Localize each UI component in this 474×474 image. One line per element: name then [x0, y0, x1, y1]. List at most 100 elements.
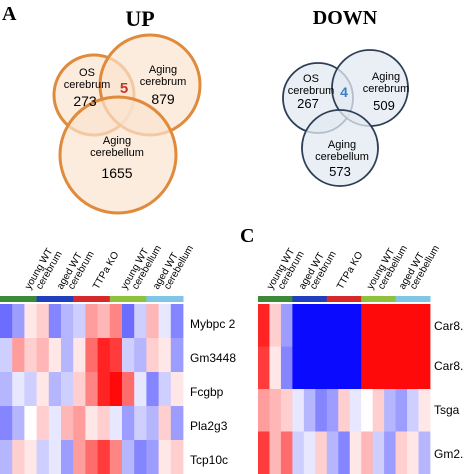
hb-cell	[122, 338, 135, 373]
hc-cell	[418, 431, 431, 474]
hc-row-label-2: Car8.	[434, 359, 463, 373]
hc-row-label-4: Gm2.	[434, 447, 463, 461]
hc-cell	[292, 431, 305, 474]
hc-cell	[418, 389, 431, 432]
hc-cell	[326, 346, 339, 390]
hb-cell	[134, 304, 147, 339]
hc-cell	[349, 304, 362, 347]
hc-group-bar-segment	[395, 296, 431, 302]
hb-group-bar-segment	[73, 296, 111, 302]
hc-cell	[372, 304, 385, 347]
heatmap-c-group-bar	[258, 296, 431, 302]
up-os-label-1: OS	[79, 67, 95, 79]
hc-cell	[303, 431, 316, 474]
hc-cell	[384, 346, 396, 390]
hc-cell	[407, 346, 419, 390]
hc-cell	[407, 431, 419, 474]
hb-cell	[134, 406, 147, 441]
hc-cell	[315, 389, 328, 432]
hc-group-bar-segment	[258, 296, 293, 302]
hb-cell	[36, 338, 50, 373]
hb-cell	[85, 440, 98, 474]
hc-cell	[372, 346, 385, 390]
hb-row-label-3: Fcgbp	[190, 385, 224, 399]
hc-cell	[395, 346, 408, 390]
hb-cell	[146, 304, 159, 339]
hb-cell	[122, 372, 135, 407]
up-aging-cerebellum-count: 1655	[101, 165, 132, 181]
hc-cell	[349, 389, 362, 432]
up-aging-cerebrum-count: 879	[151, 91, 175, 107]
hc-row-label-1: Car8.	[434, 319, 463, 333]
down-aging-cerebrum-label-1: Aging	[372, 71, 400, 83]
hb-row-label-2: Gm3448	[190, 351, 236, 365]
hc-cell	[258, 389, 270, 432]
hb-cell	[24, 372, 37, 407]
hb-cell	[24, 440, 37, 474]
hc-cell	[338, 431, 351, 474]
hc-cell	[384, 389, 396, 432]
hb-cell	[48, 372, 62, 407]
up-title: UP	[125, 6, 154, 31]
hb-cell	[61, 440, 74, 474]
hb-cell	[146, 440, 159, 474]
hc-col-label-3: TTPa KO	[335, 250, 365, 292]
hb-cell	[73, 304, 86, 339]
hb-cell	[48, 304, 62, 339]
down-aging-cerebrum-count: 509	[373, 98, 395, 113]
hb-cell	[146, 372, 159, 407]
hc-cell	[407, 389, 419, 432]
hc-cell	[361, 346, 374, 390]
hc-cell	[315, 431, 328, 474]
up-venn: OS cerebrum 273 5 Aging cerebrum 879 Agi…	[52, 33, 202, 215]
hb-cell	[12, 304, 25, 339]
hb-cell	[73, 406, 86, 441]
hc-group-bar-segment	[326, 296, 362, 302]
hc-cell	[303, 389, 316, 432]
hb-cell	[85, 372, 98, 407]
down-os-label-1: OS	[303, 73, 319, 85]
hb-cell	[109, 304, 123, 339]
hb-cell	[146, 338, 159, 373]
hb-group-bar-segment	[0, 296, 38, 302]
hb-cell	[61, 304, 74, 339]
hb-cell	[0, 304, 13, 339]
hb-cell	[12, 440, 25, 474]
hc-cell	[315, 304, 328, 347]
heatmap-c-cells	[258, 304, 431, 474]
hc-cell	[258, 431, 270, 474]
hc-cell	[292, 304, 305, 347]
hc-cell	[372, 431, 385, 474]
down-venn: OS cerebrum 267 4 Aging cerebrum 509 Agi…	[282, 49, 409, 187]
hb-cell	[109, 338, 123, 373]
hc-group-bar-segment	[361, 296, 397, 302]
up-aging-cerebellum-label-2: cerebellum	[90, 147, 144, 159]
hb-cell	[109, 440, 123, 474]
hc-cell	[361, 389, 374, 432]
hb-cell	[85, 304, 98, 339]
hb-cell	[109, 372, 123, 407]
hb-cell	[134, 440, 147, 474]
hb-row-label-1: Mybpc 2	[190, 317, 236, 331]
hb-cell	[158, 406, 172, 441]
hc-cell	[269, 431, 282, 474]
hc-cell	[384, 304, 396, 347]
hc-cell	[395, 431, 408, 474]
hb-cell	[24, 304, 37, 339]
hb-group-bar-segment	[36, 296, 74, 302]
hb-cell	[109, 406, 123, 441]
hb-cell	[36, 304, 50, 339]
up-circle-aging-cerebellum	[58, 95, 178, 215]
hb-cell	[0, 372, 13, 407]
hb-cell	[36, 406, 50, 441]
up-aging-cerebrum-label-2: cerebrum	[140, 76, 186, 88]
hb-cell	[170, 338, 184, 373]
hb-cell	[61, 372, 74, 407]
down-aging-cerebrum-label-2: cerebrum	[363, 83, 409, 95]
hc-cell	[269, 389, 282, 432]
hc-cell	[338, 304, 351, 347]
down-overlap-count: 4	[340, 84, 348, 100]
down-aging-cerebellum-label-2: cerebellum	[315, 151, 369, 163]
hb-cell	[73, 440, 86, 474]
hc-cell	[303, 346, 316, 390]
